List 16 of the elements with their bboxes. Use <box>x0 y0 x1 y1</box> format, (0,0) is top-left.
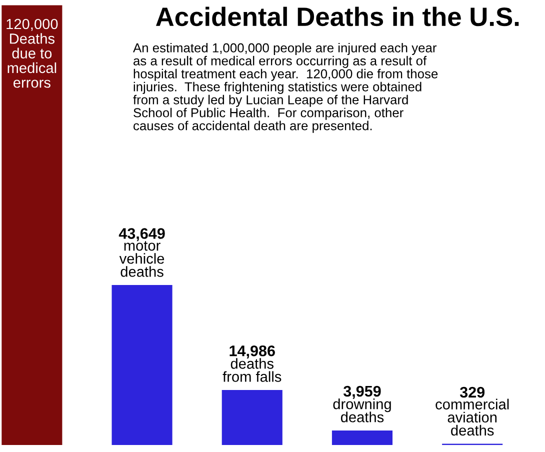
data-label: 43,649 <box>118 228 165 242</box>
data-label: 120,000 <box>6 18 58 31</box>
x-tick-label: commercial aviation deaths <box>436 398 509 436</box>
bar <box>2 5 62 445</box>
x-tick-label: deaths from falls <box>222 358 282 382</box>
data-label: 14,986 <box>230 345 275 358</box>
x-tick-label: motor vehicle deaths <box>119 241 164 277</box>
bar <box>112 285 172 445</box>
bar <box>332 430 393 445</box>
text: An estimated 1,000,000 people are injured each year as a result of medical errors occurring as a result of hospital treatment each year. 120,000 die from those injuries. These frightening statistics were obtained from a study led by Lucian Leape of the Harvard School of Public Health. For comparison, other causes of accidental death are presented. <box>133 42 438 133</box>
data-label: 329 <box>460 386 485 398</box>
data-label: 3,959 <box>343 386 381 399</box>
bar <box>222 390 282 445</box>
chart-title: Accidental Deaths in the U.S. <box>156 6 519 26</box>
x-tick-label: drowning deaths <box>333 398 391 422</box>
x-tick-label: Deaths due to medical errors <box>8 33 56 88</box>
